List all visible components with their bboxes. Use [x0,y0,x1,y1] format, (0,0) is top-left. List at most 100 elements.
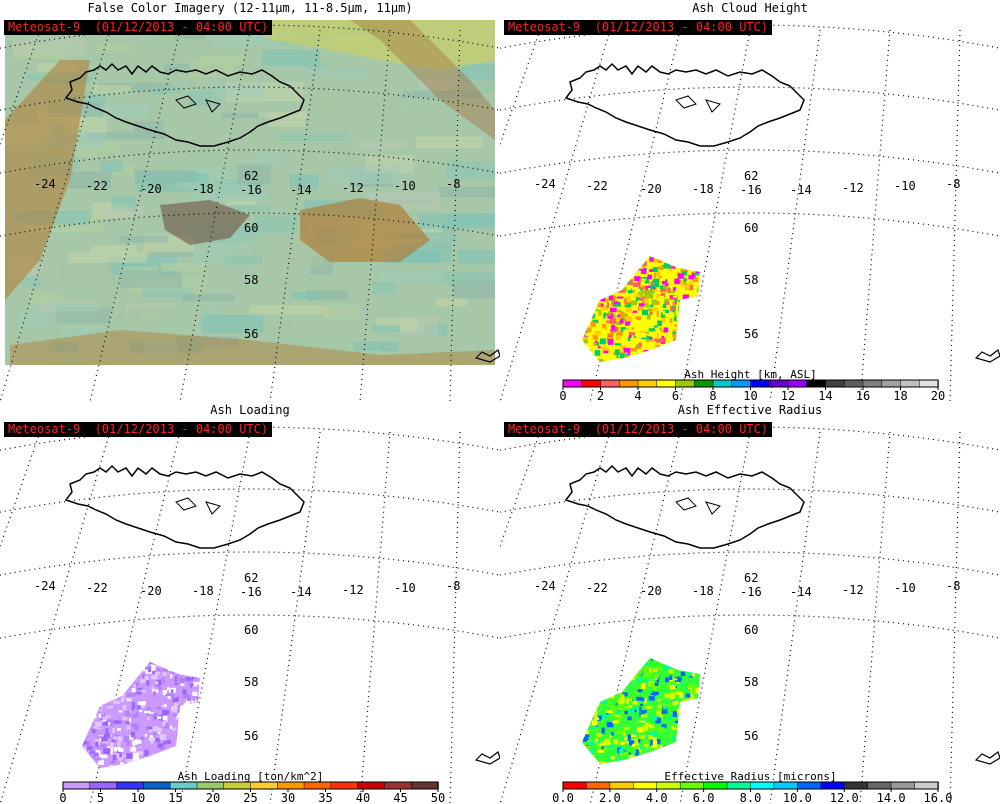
lon-label: -24 [34,579,56,593]
iceland-lakes [675,497,721,515]
colorbar-swatch [116,781,145,790]
lat-label: 58 [744,273,758,287]
lon-label: -8 [946,177,960,191]
graticule-labels: 62 60 58 56 -24 -22 -20 -18 -16 -14 -12 -10 -8 [534,571,960,743]
colorbar-swatch [619,379,639,388]
colorbar-tick-label: 10 [131,791,145,804]
iceland-lakes [675,95,721,113]
colorbar-swatch [797,781,822,790]
colorbar-swatch [330,781,359,790]
colorbar-swatch [609,781,635,790]
lon-label: -8 [446,177,460,191]
colorbar-tick-label: 35 [318,791,332,804]
colorbar-tick-label: 10.0 [783,791,812,804]
panel-title: Ash Effective Radius [677,403,823,417]
colorbar-swatch [694,379,714,388]
colorbar-swatch [825,379,845,388]
lon-label: -18 [192,584,214,598]
colorbar-swatch [169,781,198,790]
colorbar-swatch [900,379,920,388]
lon-label: -12 [342,583,364,597]
lon-label: -20 [140,584,162,598]
satellite-time-badge: Meteosat-9 (01/12/2013 - 04:00 UTC) [4,422,273,437]
lat-label: 60 [744,623,758,637]
lon-label: -20 [140,182,162,196]
colorbar-swatch [656,781,681,790]
colorbar-swatch [726,781,752,790]
colorbar: 0 5 10 15 20 25 30 35 40 45 50 Ash Loading [ton/km^… [59,770,445,804]
colorbar-tick-label: 6 [672,389,679,402]
lat-label: 62 [744,169,758,183]
lon-label: -8 [446,579,460,593]
map-ash-radius: 62 60 58 56 -24 -22 -20 -18 -16 -14 -12 -10 -8 0.0 2.0… [500,426,1000,804]
panel-title: Ash Loading [210,403,290,417]
lon-label: -24 [534,579,556,593]
colorbar-tick-label: 4.0 [646,791,668,804]
colorbar-tick-label: 20 [206,791,220,804]
colorbar-swatch [844,781,869,790]
lat-label: 58 [244,273,258,287]
lat-label: 56 [244,327,258,341]
colorbar-tick-label: 50 [431,791,445,804]
colorbar: 0 2 4 6 8 10 12 14 16 18 20 Ash Height [km, ASL] [559,368,945,402]
colorbar-swatch [867,781,892,790]
graticule [0,24,500,402]
iceland-lakes [175,95,221,113]
colorbar-tick-label: 14.0 [877,791,906,804]
lon-label: -22 [86,581,108,595]
lat-label: 56 [744,327,758,341]
coastline-east [474,751,500,765]
colorbar-title: Ash Height [km, ASL] [684,368,816,381]
lon-label: -16 [740,585,762,599]
lat-label: 60 [744,221,758,235]
colorbar-tick-label: 0.0 [552,791,574,804]
lon-label: -14 [790,183,812,197]
colorbar-tick-label: 40 [356,791,370,804]
lon-label: -14 [790,585,812,599]
colorbar-tick-label: 5 [97,791,104,804]
colorbar-title: Effective Radius [microns] [664,770,836,783]
lon-label: -12 [842,583,864,597]
colorbar-tick-label: 45 [393,791,407,804]
lon-label: -14 [290,183,312,197]
lon-label: -12 [342,181,364,195]
map-ash-height: 62 60 58 56 -24 -22 -20 -18 -16 -14 -12 -10 -8 0 2 4 6 8 1… [500,24,1000,402]
lat-label: 60 [244,623,258,637]
colorbar-swatch [637,379,658,388]
lon-label: -16 [240,585,262,599]
colorbar-tick-label: 15 [168,791,182,804]
colorbar-swatch [750,379,770,388]
lon-label: -24 [534,177,556,191]
colorbar: 0.0 2.0 4.0 6.0 8.0 10.0 12.0 14.0 16.0 Effective… [552,770,952,804]
lon-label: -18 [692,584,714,598]
panel-ash-loading: 62 60 58 56 -24 -22 -20 -18 -16 -14 -12 -10 -8 0 5 10 15… [0,402,500,804]
colorbar-swatch [89,781,118,790]
colorbar-tick-label: 2.0 [599,791,621,804]
colorbar-swatch [787,379,808,388]
colorbar-swatch [844,379,864,388]
lon-label: -10 [394,179,416,193]
colorbar-tick-label: 18 [893,389,907,402]
lon-label: -22 [586,581,608,595]
colorbar-swatch [731,379,752,388]
colorbar-swatch [303,781,332,790]
colorbar-tick-label: 16 [856,389,870,402]
colorbar-tick-label: 0 [59,791,66,804]
panel-ash-cloud-height: 62 60 58 56 -24 -22 -20 -18 -16 -14 -12 -10 -8 0 2 4 6 8 1… [500,0,1000,402]
colorbar-swatch [679,781,705,790]
lon-label: -22 [86,179,108,193]
colorbar-swatch [712,379,733,388]
colorbar-swatch [562,379,583,388]
ash-cloud-retrieval [582,256,700,362]
graticule [500,24,1000,402]
colorbar-tick-label: 14 [818,389,832,402]
colorbar-swatch [750,781,775,790]
graticule [500,426,1000,804]
colorbar-swatch [703,781,728,790]
colorbar-swatch [600,379,620,388]
colorbar-tick-label: 25 [243,791,257,804]
colorbar-swatch [769,379,789,388]
map-false-color: 62 60 58 56 -24 -22 -20 -18 -16 -14 -12 -10 -8 [0,20,500,402]
colorbar-swatch [562,781,588,790]
colorbar-swatch [581,379,602,388]
